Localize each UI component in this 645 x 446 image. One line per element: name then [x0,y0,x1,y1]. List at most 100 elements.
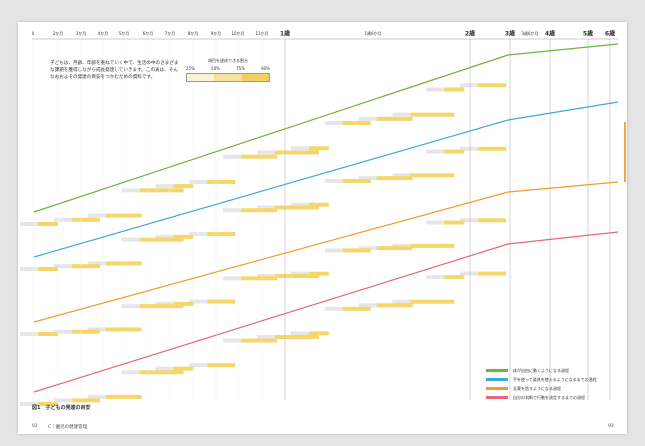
milestone-bar [376,116,413,121]
milestone-bar [308,271,329,276]
milestone-bar [71,264,100,269]
milestone-bar-base [20,267,38,271]
milestone-bar [173,366,194,371]
milestone-bar [139,237,184,242]
milestone-bar [173,184,194,189]
legend-label: 自分の判断で行動を決定するまでの過程 [513,394,585,400]
milestone-bar-base [257,150,275,155]
milestone-bar-base [324,121,343,126]
milestone-bar [444,87,465,92]
milestone-bar-base [223,208,242,213]
milestone-bar [478,271,507,276]
milestone-bar-base [324,248,343,253]
milestone-bar-base [223,154,242,159]
milestone-bar [105,327,142,332]
milestone-bar [139,370,184,375]
milestone-bar-base [155,234,174,239]
intro-text: 子どもは、月齢、年齢を重ねていく中で、生活の中のさまざまな課題を獲得しながら成長… [50,61,179,80]
milestone-bar-base [121,370,140,375]
motor-line [33,43,619,213]
milestone-bar-base [257,205,275,210]
milestone-bar-base [426,149,445,154]
milestone-bar-base [358,116,377,121]
milestone-bar [308,146,329,151]
milestone-bar [207,363,236,368]
milestone-bar [38,402,58,406]
rate-label: 50% [211,66,220,71]
milestone-bar [241,208,278,213]
milestone-bar-base [155,301,174,306]
milestone-bar [38,267,58,271]
month-label: 5か月 [119,30,130,36]
milestone-bar-base [189,179,208,184]
milestone-bar-base [290,202,309,207]
milestone-bar [342,248,371,253]
milestone-bar-base [460,83,479,88]
milestone-bar [139,304,184,309]
milestone-bar [38,332,58,336]
legend-label: 言葉を話すようになる過程 [513,385,561,391]
milestone-bar [376,176,413,181]
milestone-bar-base [87,213,106,218]
month-label: 4か月 [98,30,109,36]
milestone-bar [410,112,455,117]
milestone-bar-base [460,218,479,223]
month-label: 3か月 [76,30,87,36]
milestone-bar [105,394,142,399]
milestone-bar [105,261,142,266]
year-label: 4歳 [545,30,555,38]
rate-box: 項目を達成できる割合 25% 50% 75% 90% [186,58,270,82]
milestone-bar [71,398,100,403]
milestone-bar [410,299,455,304]
milestone-bar [308,202,329,207]
rate-seg [187,74,215,81]
milestone-bar-base [324,178,343,183]
rate-seg [214,74,242,81]
milestone-bar-base [53,217,72,222]
judgment-line [33,231,619,393]
milestone-bar [308,331,329,336]
milestone-bar-base [392,299,411,304]
milestone-bar-base [20,222,38,226]
milestone-bar [478,146,507,151]
milestone-bar [275,205,319,210]
milestone-bar [275,150,319,155]
milestone-bar-base [324,306,343,311]
milestone-bar [173,234,194,239]
milestone-bar [410,243,455,248]
milestone-bar [342,121,371,126]
milestone-bar [207,232,236,237]
milestone-bar [342,306,371,311]
milestone-bar-base [20,402,38,406]
milestone-bar [139,188,184,193]
milestone-bar [241,338,278,343]
milestone-bar [444,149,465,154]
milestone-bar [478,83,507,88]
rate-label: 90% [261,66,270,71]
milestone-bar-base [223,338,242,343]
month-label: 10か月 [231,30,244,36]
milestone-bar [173,301,194,306]
year-label: 6歳 [605,30,615,38]
milestone-bar [376,246,413,251]
year-label: 1歳 [280,30,290,38]
page-number: 93 [608,424,614,429]
month-label: 9か月 [211,30,222,36]
milestone-bar-base [426,220,445,225]
legend-item: 手を使って道具を使えるようになるまでの過程 [486,375,597,384]
milestone-bar-base [257,335,275,339]
page-number: 92 [32,424,38,429]
chart-area: 3歳6か月 1歳6か月 6歳 5歳 4歳 3歳 2歳 1歳 11か月 10か月 9か月 8か月 7か月 6… [20,30,626,406]
hand-line [33,101,619,258]
milestone-bar-base [290,146,309,151]
milestone-bar-base [257,274,275,278]
year-label: 3歳 [505,30,515,38]
milestone-bar-base [290,271,309,276]
milestone-bar [342,178,371,183]
year-label: 2歳 [465,30,475,38]
year-label: 5歳 [583,30,593,38]
rate-bar [186,73,270,82]
milestone-bar [241,276,278,281]
rate-labels: 25% 50% 75% 90% [186,66,270,71]
legend-label: 手を使って道具を使えるようになるまでの過程 [513,376,597,382]
